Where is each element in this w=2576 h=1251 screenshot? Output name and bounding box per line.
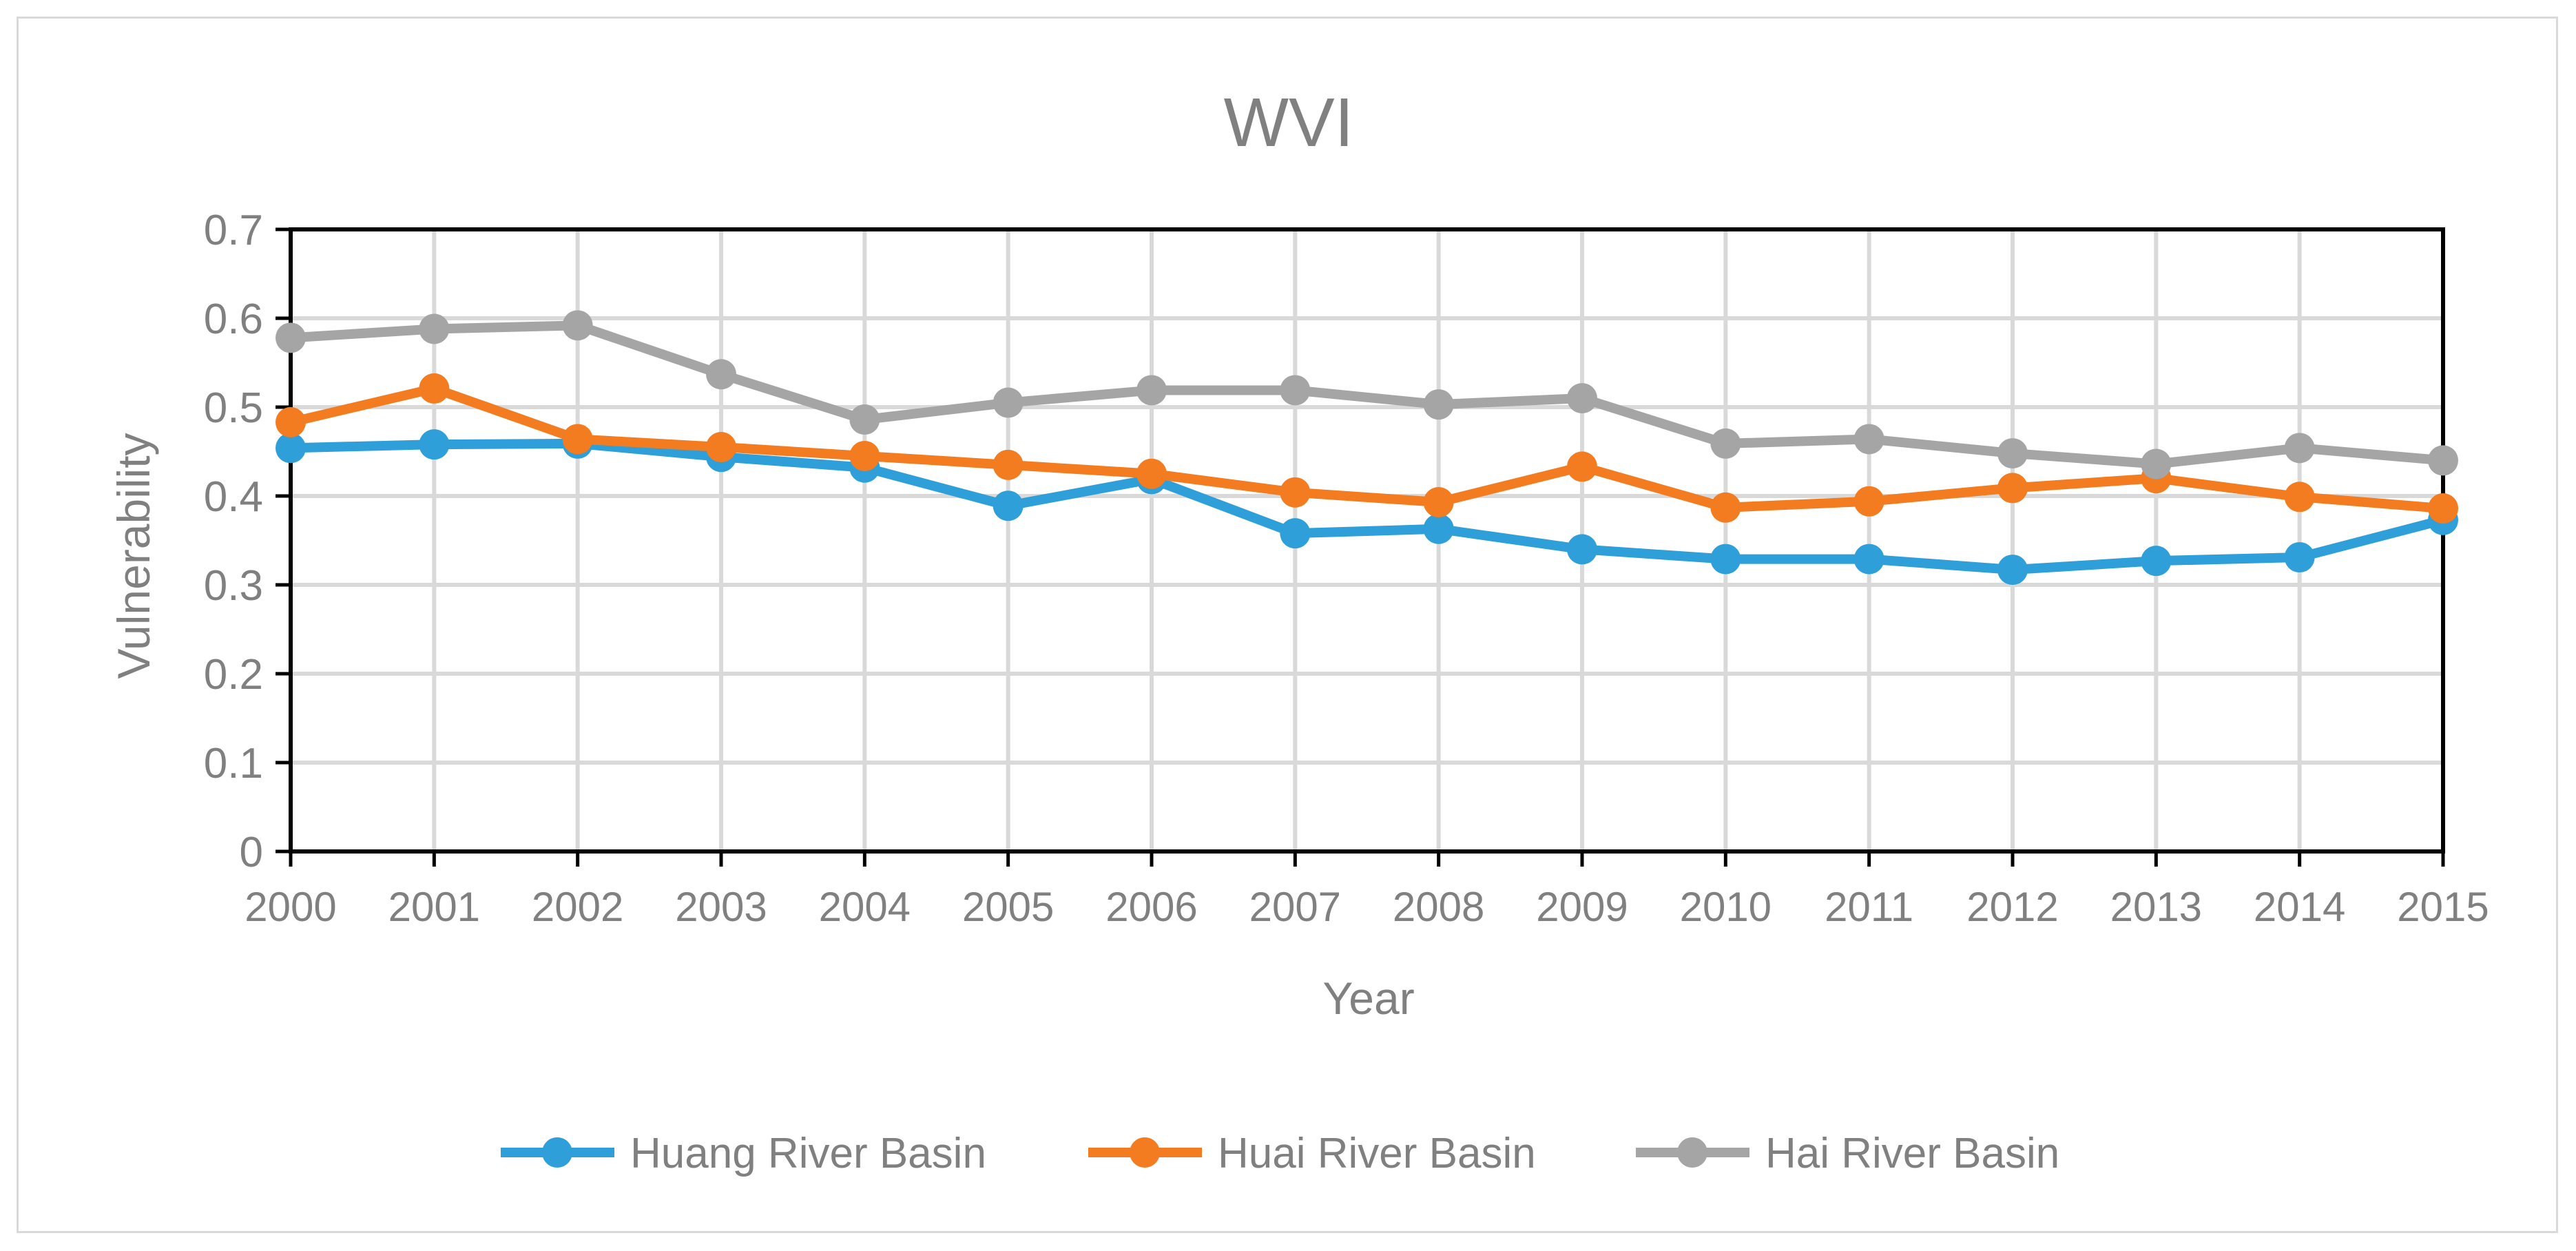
data-point (1853, 486, 1884, 517)
data-point (1710, 544, 1741, 575)
x-tick-label: 2006 (1105, 884, 1197, 930)
x-tick-label: 2014 (2254, 884, 2345, 930)
plot-area-border (289, 227, 2445, 854)
x-tick-label: 2009 (1536, 884, 1628, 930)
data-point (1567, 534, 1597, 565)
y-tick-label: 0.2 (204, 651, 263, 699)
data-point (1423, 513, 1454, 544)
x-tick-label: 2005 (962, 884, 1054, 930)
data-point (562, 310, 593, 341)
data-point (1136, 375, 1167, 406)
data-point (706, 359, 736, 390)
x-tick-label: 2002 (532, 884, 623, 930)
y-tick-label: 0.5 (204, 384, 263, 432)
legend-label: Huai River Basin (1218, 1130, 1536, 1177)
data-point (849, 440, 880, 471)
chart-frame: WVI 0 0.1 0.2 0.3 0.4 0.5 0.6 0.7 2000 2001 2002 20… (17, 17, 2558, 1233)
y-axis-label: Vulnerability (108, 433, 159, 679)
data-point (2284, 482, 2315, 513)
data-point (2284, 542, 2315, 573)
data-point (993, 449, 1024, 480)
data-point (706, 432, 736, 463)
data-point (1136, 458, 1167, 489)
x-tick-label: 2000 (245, 884, 336, 930)
data-point (1853, 544, 1884, 575)
y-tick-label: 0.4 (204, 473, 263, 521)
x-tick-label: 2013 (2110, 884, 2202, 930)
data-point (993, 490, 1024, 521)
data-point (1710, 492, 1741, 523)
data-point (1423, 389, 1454, 420)
data-point (1567, 383, 1597, 414)
data-point (2141, 448, 2172, 479)
data-point (276, 322, 306, 353)
data-point (1997, 473, 2028, 504)
data-point (419, 373, 450, 404)
x-tick-label: 2007 (1249, 884, 1341, 930)
legend-swatch-marker (1130, 1137, 1160, 1168)
data-point (849, 404, 880, 435)
chart-title: WVI (1224, 84, 1354, 161)
series-line-1 (290, 438, 2444, 575)
x-tick-label: 2010 (1680, 884, 1772, 930)
data-point (1710, 428, 1741, 459)
data-point (1997, 555, 2028, 586)
data-point (1853, 424, 1884, 455)
data-point (276, 433, 306, 464)
x-axis-label: Year (1322, 973, 1414, 1024)
x-tick-label: 2003 (675, 884, 767, 930)
y-tick-label: 0.3 (204, 562, 263, 610)
data-point (1280, 375, 1311, 406)
x-tick-label: 2008 (1393, 884, 1484, 930)
legend-label: Hai River Basin (1765, 1130, 2059, 1177)
y-tick-label: 0.6 (204, 296, 263, 343)
data-point (993, 387, 1024, 418)
data-point (1567, 451, 1597, 482)
series-line-2 (289, 383, 2444, 514)
legend-swatch-marker (542, 1137, 572, 1168)
data-point (2284, 433, 2315, 464)
legend-label: Huang River Basin (630, 1130, 986, 1177)
data-point (1423, 487, 1454, 518)
data-point (419, 429, 450, 460)
x-tick-label: 2001 (388, 884, 480, 930)
line-chart: WVI 0 0.1 0.2 0.3 0.4 0.5 0.6 0.7 2000 2001 2002 20… (108, 84, 2489, 1177)
data-point (1280, 518, 1311, 549)
data-point (276, 406, 306, 437)
series-line-3 (290, 320, 2444, 469)
y-tick-label: 0.1 (204, 740, 263, 787)
data-point (2428, 493, 2458, 524)
data-point (562, 424, 593, 455)
data-point (1280, 477, 1311, 508)
data-point (2141, 546, 2172, 577)
x-tick-label: 2004 (819, 884, 911, 930)
x-tick-label: 2011 (1825, 884, 1913, 930)
data-point (1997, 438, 2028, 469)
y-tick-label: 0 (240, 829, 263, 876)
y-tick-label: 0.7 (204, 207, 263, 254)
data-point (419, 313, 450, 344)
x-tick-label: 2012 (1966, 884, 2058, 930)
x-tick-label: 2015 (2397, 884, 2489, 930)
legend-swatch-marker (1677, 1137, 1707, 1168)
data-point (2428, 445, 2458, 476)
